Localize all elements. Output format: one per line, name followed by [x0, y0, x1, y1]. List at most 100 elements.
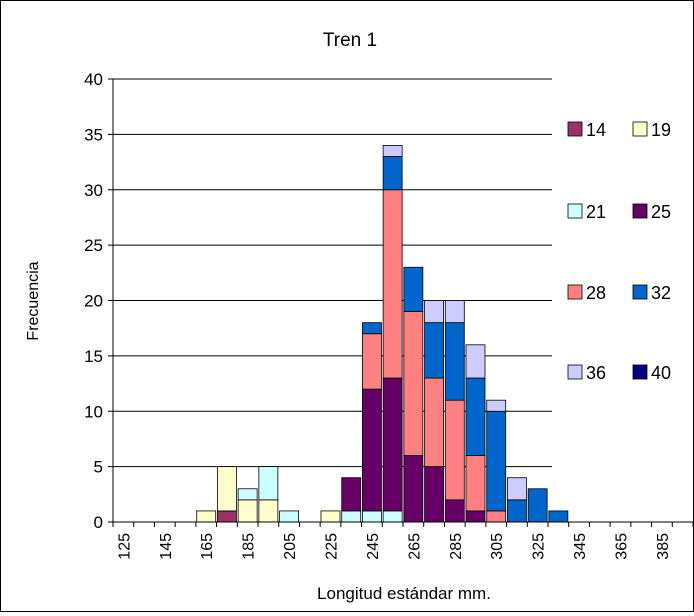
x-axis-label: Longitud estándar mm. — [317, 584, 491, 603]
bar-segment — [486, 410, 507, 512]
y-tick-labels: 0 5 10 15 20 25 30 35 40 — [84, 70, 103, 532]
x-tick-label: 125 — [116, 533, 133, 560]
x-tick-label: 165 — [199, 533, 216, 560]
legend-label: 19 — [651, 120, 671, 140]
y-tick-label: 10 — [84, 402, 103, 421]
bar-segment — [382, 377, 403, 512]
legend-label: 14 — [586, 120, 606, 140]
bar-segment — [507, 477, 527, 501]
legend-label: 32 — [651, 283, 671, 303]
x-tick-label: 305 — [489, 533, 506, 560]
bar-segment — [486, 510, 507, 523]
bar-segment — [341, 477, 362, 512]
bar-segment — [382, 156, 403, 191]
y-axis-label: Frecuencia — [25, 261, 42, 340]
chart-title: Tren 1 — [323, 30, 377, 51]
bar-segment — [486, 399, 507, 412]
bar-segment — [382, 145, 403, 157]
gridlines — [113, 78, 552, 468]
bar-segment — [362, 333, 382, 390]
x-tick-label: 365 — [614, 533, 631, 560]
legend-label: 25 — [651, 202, 671, 222]
bar-segment — [465, 344, 486, 379]
bar-segment — [527, 488, 548, 523]
bar-segment — [237, 499, 258, 523]
bar-segment — [196, 510, 217, 523]
bar-segment — [444, 300, 465, 324]
bar-segment — [403, 455, 424, 523]
bar-segment — [424, 466, 444, 523]
bar-segment — [548, 510, 569, 523]
bar-segment — [465, 510, 486, 523]
y-tick-label: 15 — [84, 347, 103, 366]
bar-segment — [424, 300, 444, 324]
x-tick-label: 245 — [365, 533, 382, 560]
x-tick-label: 185 — [241, 533, 258, 560]
bar-segment — [341, 510, 362, 523]
y-tick-label: 25 — [84, 236, 103, 255]
bar-segment — [362, 322, 382, 335]
bar-segment — [444, 322, 465, 401]
bar-segment — [279, 510, 299, 523]
legend-swatch — [567, 203, 583, 219]
bar-segment — [320, 510, 341, 523]
bar-segment — [444, 499, 465, 523]
x-tick-label: 285 — [448, 533, 465, 560]
bar-segment — [465, 455, 486, 512]
legend-label: 40 — [651, 363, 671, 383]
legend-item: 25 — [632, 202, 671, 222]
legend-swatch — [567, 364, 583, 380]
axes — [108, 78, 694, 527]
x-tick-label: 385 — [655, 533, 672, 560]
legend-swatch — [567, 121, 583, 137]
bar-segment — [444, 399, 465, 501]
bar-segment — [382, 189, 403, 379]
bar-segment — [362, 388, 382, 512]
legend-item: 19 — [632, 120, 671, 140]
x-tick-label: 325 — [531, 533, 548, 560]
bar-segment — [217, 510, 237, 523]
bar-segment — [237, 488, 258, 501]
bar-segment — [403, 311, 424, 456]
y-tick-label: 30 — [84, 181, 103, 200]
bar-segment — [217, 466, 237, 512]
legend-swatch — [632, 121, 648, 137]
y-tick-label: 20 — [84, 292, 103, 311]
x-tick-label: 265 — [406, 533, 423, 560]
y-tick-label: 40 — [84, 70, 103, 89]
x-tick-label: 345 — [572, 533, 589, 560]
bar-segment — [258, 466, 279, 501]
legend-item: 32 — [632, 283, 671, 303]
bar-segment — [465, 377, 486, 456]
y-tick-label: 35 — [84, 125, 103, 144]
x-tick-label: 205 — [282, 533, 299, 560]
legend-item: 21 — [567, 202, 606, 222]
x-tick-label: 225 — [324, 533, 341, 560]
bar-segment — [507, 499, 527, 523]
bar-segment — [424, 377, 444, 468]
legend-item: 36 — [567, 363, 606, 383]
y-tick-label: 0 — [94, 513, 103, 532]
legend-swatch — [632, 364, 648, 380]
legend-swatch — [632, 203, 648, 219]
bars — [196, 145, 569, 523]
legend-label: 21 — [586, 202, 606, 222]
legend-label: 28 — [586, 283, 606, 303]
legend-swatch — [567, 284, 583, 300]
bar-segment — [382, 510, 403, 523]
x-tick-labels: 125 145 165 185 205 225 245 265 285 305 325 345 365 3… — [116, 533, 672, 560]
bar-segment — [424, 322, 444, 379]
bar-segment — [403, 266, 424, 312]
legend-item: 14 — [567, 120, 606, 140]
y-tick-label: 5 — [94, 458, 103, 477]
x-tick-label: 145 — [158, 533, 175, 560]
legend-swatch — [632, 284, 648, 300]
bar-segment — [258, 499, 279, 523]
bar-segment — [362, 510, 382, 523]
legend-item: 28 — [567, 283, 606, 303]
legend-item: 40 — [632, 363, 671, 383]
legend-label: 36 — [586, 363, 606, 383]
legend: 14 19 21 25 28 32 36 40 — [567, 120, 671, 383]
